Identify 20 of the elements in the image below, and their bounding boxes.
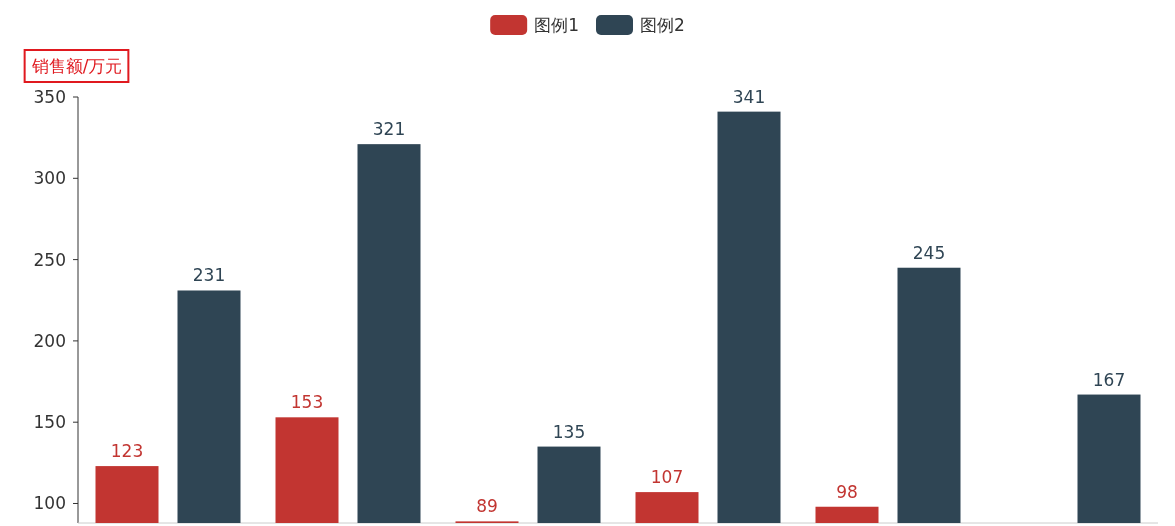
legend-label: 图例2 [640, 15, 685, 35]
y-tick-label: 300 [33, 168, 66, 189]
data-label: 98 [836, 481, 858, 502]
data-label: 231 [192, 265, 226, 286]
data-label: 153 [290, 392, 324, 413]
data-label: 245 [912, 242, 946, 263]
y-tick-label: 150 [33, 412, 66, 433]
data-label: 135 [552, 421, 586, 442]
data-label: 341 [732, 86, 766, 107]
y-tick-label: 200 [33, 330, 66, 351]
legend-label: 图例1 [534, 15, 579, 35]
data-label: 321 [372, 119, 406, 140]
y-tick-label: 100 [33, 493, 66, 514]
y-axis-title: 销售额/万元 [30, 56, 123, 76]
data-label: 107 [650, 467, 684, 488]
y-tick-label: 250 [33, 249, 66, 270]
data-label: 167 [1092, 369, 1126, 390]
data-label: 89 [476, 496, 498, 517]
y-tick-label: 350 [33, 87, 66, 107]
data-label: 123 [110, 441, 144, 462]
